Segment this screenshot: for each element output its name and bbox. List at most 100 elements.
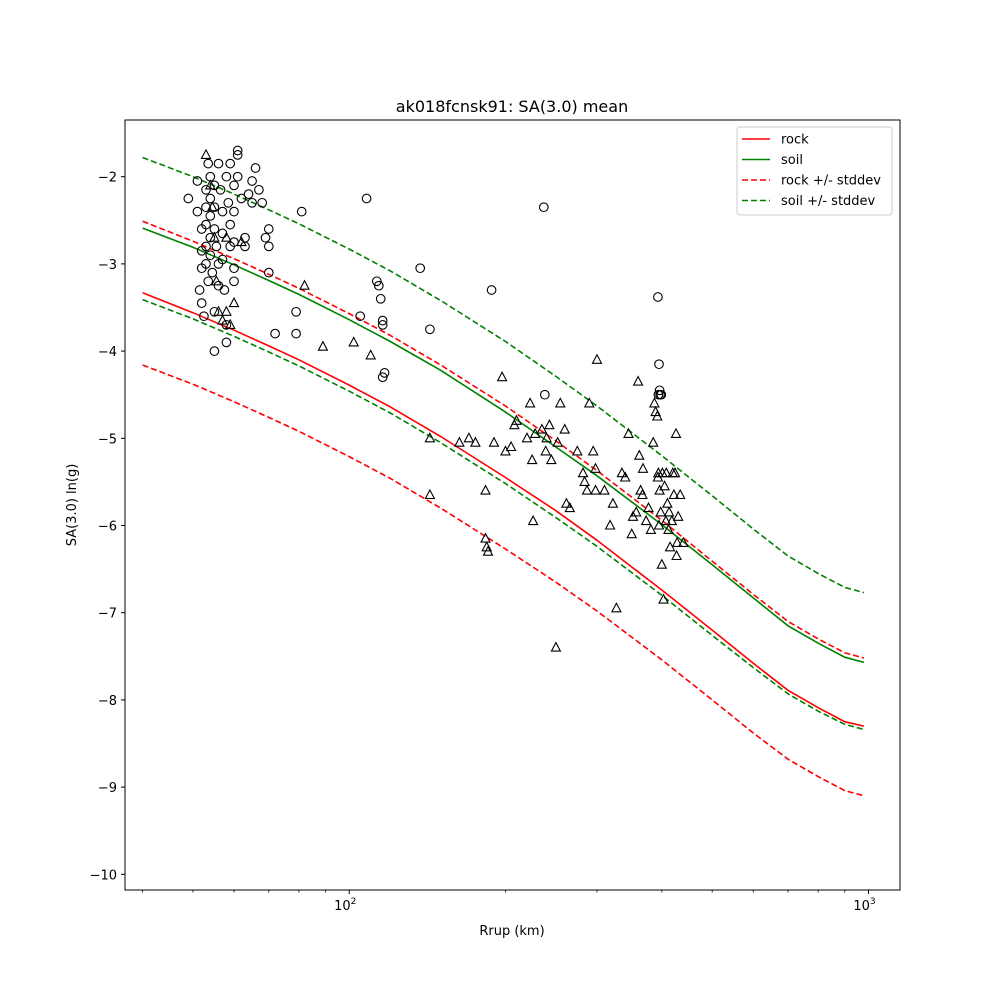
- soil-data-point: [577, 467, 589, 478]
- soil-data-point: [480, 532, 491, 543]
- rock-data-point: [199, 311, 209, 322]
- soil-data-point: [637, 462, 649, 473]
- rock-data-point: [219, 285, 230, 295]
- soil-data-point: [659, 480, 671, 491]
- rock-data-point: [201, 259, 211, 269]
- soil-data-point: [210, 275, 222, 286]
- rock-data-point: [243, 189, 254, 199]
- rock-data-point: [201, 241, 211, 252]
- soil-data-point: [616, 467, 628, 478]
- soil-data-point: [636, 488, 648, 500]
- rock-data-point: [232, 171, 243, 182]
- rock-data-point: [229, 263, 239, 274]
- y-tick-label: −10: [90, 868, 117, 883]
- soil-data-point: [317, 340, 329, 351]
- y-tick-label: −5: [98, 432, 117, 447]
- soil-data-point: [496, 371, 508, 382]
- soil-data-point: [590, 462, 601, 473]
- legend: rock soil rock +/- stddev soil +/- stddev: [736, 126, 893, 216]
- soil-data-point: [610, 602, 622, 613]
- rock-data-point: [270, 328, 280, 339]
- soil-data-point: [643, 501, 654, 513]
- rock-data-point: [217, 254, 228, 265]
- rock-data-point: [215, 184, 226, 195]
- soil-stddev-curve: [142, 298, 865, 731]
- soil-data-point: [655, 506, 667, 517]
- rock-data-point: [229, 276, 239, 287]
- rock-data-point: [263, 224, 274, 234]
- rock-data-point: [232, 150, 243, 160]
- rock-data-point: [373, 280, 384, 291]
- soil-data-point: [663, 523, 674, 534]
- y-tick-label: −4: [98, 345, 117, 360]
- rock-curve: [142, 291, 865, 727]
- rock-data-point: [250, 163, 261, 173]
- soil-data-point: [640, 514, 652, 526]
- rock-data-point: [377, 315, 388, 326]
- soil-data-point: [591, 353, 603, 364]
- rock-data-point: [656, 389, 667, 400]
- rock-data-point: [217, 206, 228, 217]
- soil-data-point: [671, 549, 683, 561]
- rock-data-point: [654, 359, 664, 370]
- rock-data-point: [263, 267, 274, 278]
- soil-data-point: [670, 427, 682, 438]
- rock-data-point: [355, 311, 366, 322]
- soil-data-point: [552, 436, 564, 447]
- soil-data-point: [208, 231, 220, 242]
- soil-data-point: [656, 558, 668, 569]
- soil-data-point: [630, 506, 642, 517]
- soil-data-point: [660, 514, 672, 526]
- rock-data-point: [538, 202, 549, 213]
- soil-data-point: [645, 523, 657, 534]
- soil-data-point: [677, 536, 689, 547]
- rock-data-point: [291, 306, 301, 317]
- soil-data-point: [204, 179, 216, 190]
- soil-data-point: [536, 423, 548, 434]
- soil-data-point: [543, 419, 555, 430]
- rock-data-point: [192, 206, 203, 217]
- y-axis-label: SA(3.0) ln(g): [65, 464, 80, 547]
- soil-data-point: [651, 410, 663, 421]
- rock-data-point: [229, 206, 239, 217]
- rock-data-point: [209, 346, 220, 356]
- rock-data-point: [225, 158, 236, 169]
- soil-data-point: [648, 397, 660, 408]
- soil-data-point: [647, 436, 659, 447]
- soil-data-point: [581, 484, 593, 495]
- soil-data-point: [632, 375, 644, 386]
- soil-data-point: [235, 235, 247, 247]
- rock-data-point: [205, 211, 216, 221]
- rock-data-point: [236, 193, 247, 204]
- soil-data-point: [571, 445, 583, 456]
- rock-data-point: [205, 250, 216, 261]
- soil-data-point: [220, 231, 232, 242]
- rock-data-point: [221, 171, 232, 182]
- soil-data-point: [299, 279, 310, 290]
- soil-data-point: [228, 296, 240, 308]
- x-axis-label: Rrup (km): [479, 924, 544, 939]
- rock-stddev-curve: [142, 364, 865, 797]
- legend-label: soil: [781, 153, 803, 168]
- soil-data-point: [521, 432, 533, 443]
- y-tick-label: −8: [98, 694, 117, 709]
- soil-curve: [142, 227, 865, 664]
- soil-data-point: [469, 436, 481, 447]
- soil-data-point: [672, 510, 684, 521]
- rock-data-point: [201, 219, 211, 230]
- soil-data-point: [668, 488, 680, 500]
- y-axis-ticks: −2 −3 −4 −5 −6 −7 −8 −9 −10: [90, 171, 125, 883]
- rock-data-point: [207, 267, 218, 278]
- soil-data-point: [524, 397, 536, 408]
- rock-data-point: [192, 176, 203, 186]
- rock-data-point: [203, 276, 214, 287]
- rock-data-point: [379, 368, 390, 378]
- soil-data-point: [365, 349, 377, 360]
- rock-data-point: [247, 197, 257, 208]
- rock-data-point: [240, 241, 250, 252]
- soil-data-point: [604, 519, 616, 530]
- soil-data-point: [482, 545, 494, 556]
- rock-data-point: [209, 306, 220, 317]
- rock-data-point: [221, 337, 232, 348]
